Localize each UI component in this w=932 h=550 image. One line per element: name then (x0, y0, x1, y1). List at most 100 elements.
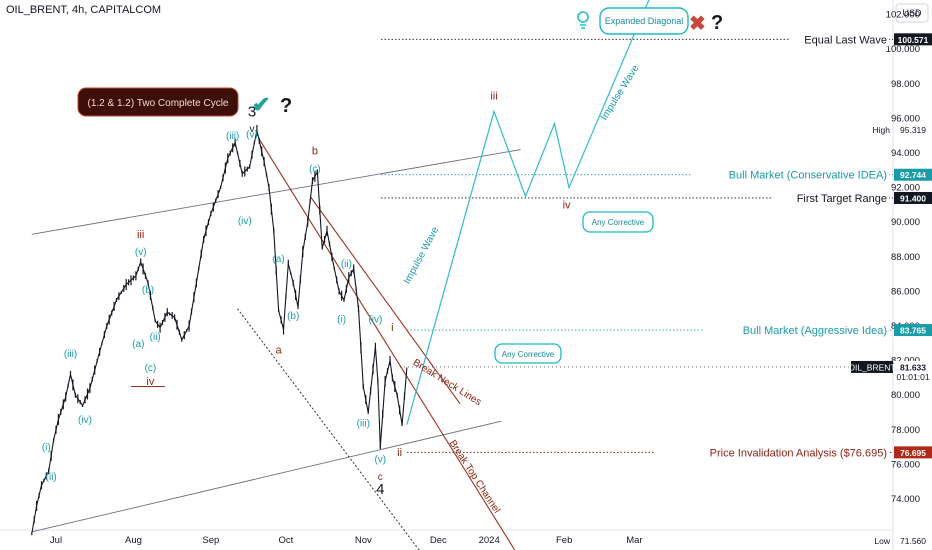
level-label: Bull Market (Conservative IDEA) (729, 170, 887, 182)
wave-label: (iv) (368, 315, 382, 326)
projection-line (406, 0, 650, 425)
break-neck-line-line (309, 195, 461, 405)
level-label-bg (704, 323, 889, 338)
symbol-title: OIL_BRENT, 4h, CAPITALCOM (6, 4, 162, 16)
y-tick-label: 90.000 (891, 217, 920, 228)
y-tick-label: 80.000 (891, 390, 920, 401)
last-price-box (894, 360, 932, 383)
level-price-tag (894, 191, 932, 204)
countdown-timer: 01:01:01 (896, 372, 929, 382)
wave-label: (a) (132, 339, 144, 350)
axis-markers: High 95.319 Low 71.560 OIL_BRENT 81.63301:01:… (400, 125, 932, 546)
wave-label: 3 (248, 104, 256, 121)
wave-label: (iii) (226, 131, 239, 142)
break-top-channel-line (258, 138, 516, 550)
wave-label: (v) (135, 247, 147, 258)
x-tick-label: Oct (279, 535, 294, 546)
y-tick-label: 76.000 (891, 459, 920, 470)
wave-label: (v) (246, 129, 258, 140)
last-price-value: 81.633 (900, 362, 926, 372)
line-text: Impulse Wave (599, 63, 642, 123)
level-label: Bull Market (Aggressive Idea) (743, 325, 887, 337)
x-tick-label: 2024 (479, 535, 500, 546)
wave-label: iii (137, 229, 144, 241)
wave-label: iv (146, 376, 154, 388)
lower-channel-line (31, 420, 502, 533)
level-price-tag-text: 91.400 (900, 193, 926, 203)
wave-label: (ii) (46, 472, 57, 483)
x-tick-label: Mar (626, 535, 642, 546)
horizontal-levels: EX Target Range106.190Equal Last Wave100… (381, 32, 932, 460)
level-price-tag-text: 100.571 (898, 35, 929, 45)
time-axis-ticks: Jul Aug Sep Oct Nov Dec 2024 Feb Mar (50, 535, 643, 546)
wave-label: (c) (309, 164, 321, 175)
level-label: First Target Range (797, 193, 887, 205)
y-tick-label: 96.000 (891, 113, 920, 124)
wave-label: (i) (337, 315, 346, 326)
price-line (31, 130, 408, 534)
x-tick-label: Jul (50, 535, 62, 546)
wave-label: (b) (142, 285, 154, 296)
level-price-tag-text: 83.765 (900, 326, 926, 336)
symbol-tag-text: OIL_BRENT (848, 362, 895, 372)
level-label-bg (789, 32, 889, 47)
wave-label: iv (563, 199, 571, 211)
y-tick-label: 98.000 (891, 79, 920, 90)
line-text: Break Top Channel (447, 438, 502, 515)
y-tick-label: 78.000 (891, 425, 920, 436)
expanded-diagonal-callout[interactable]: Expanded Diagonal (599, 7, 689, 35)
currency-label: USD (902, 8, 922, 18)
y-tick-label: 74.000 (891, 494, 920, 505)
expanded-diagonal-text: Expanded Diagonal (605, 16, 684, 26)
level-price-tag-text: 92.744 (900, 170, 926, 180)
wave-label: (b) (287, 311, 299, 322)
level-label: Equal Last Wave (804, 34, 887, 46)
y-tick-label: 94.000 (891, 148, 920, 159)
price-path (31, 125, 408, 536)
trendlines (31, 138, 521, 550)
descending-dotted-line (237, 308, 420, 550)
wave-label: ii (397, 447, 402, 459)
wave-label: (iii) (357, 418, 370, 429)
wave-label: b (312, 146, 318, 158)
level-price-tag (894, 446, 932, 459)
wave-label: c (378, 472, 383, 483)
any-corrective-top-callout[interactable]: Any Corrective (582, 211, 654, 233)
level-label: Price Invalidation Analysis ($76.695) (710, 447, 887, 459)
upper-channel-line (31, 149, 521, 235)
currency-button[interactable]: USD (895, 3, 929, 23)
y-tick-label: 100.000 (886, 44, 920, 55)
level-label-bg (771, 190, 889, 205)
wave-label: (c) (145, 363, 157, 374)
x-tick-label: Feb (556, 535, 572, 546)
wave-label: iii (490, 90, 497, 102)
wave-label: (v) (374, 455, 386, 466)
level-price-tag-text: 76.695 (900, 448, 926, 458)
wave-label: v (250, 124, 255, 135)
y-tick-label: 88.000 (891, 252, 920, 263)
wave-label: (i) (42, 443, 51, 454)
two-cycle-text: (1.2 & 1.2) Two Complete Cycle (88, 98, 229, 109)
wave-label: (ii) (150, 332, 161, 343)
any-corrective-mid-callout[interactable]: Any Corrective (494, 343, 562, 364)
two-cycle-callout[interactable]: (1.2 & 1.2) Two Complete Cycle (77, 87, 239, 117)
y-tick-label: 102.000 (886, 10, 920, 21)
y-tick-label: 86.000 (891, 286, 920, 297)
y-tick-label: 92.000 (891, 183, 920, 194)
level-label-bg (691, 167, 889, 182)
level-price-tag (894, 324, 932, 337)
check-icon: ✔ (252, 92, 270, 117)
any-corrective-top-text: Any Corrective (592, 218, 645, 227)
low-price: 71.560 (900, 536, 926, 546)
level-price-tag (894, 168, 932, 181)
any-corrective-mid-text: Any Corrective (502, 350, 555, 359)
projection-path (406, 0, 650, 425)
high-label: High (873, 125, 891, 135)
wave-label: (iv) (78, 415, 92, 426)
level-label-bg (655, 445, 889, 460)
line-text: Impulse Wave (402, 225, 441, 286)
high-price: 95.319 (900, 125, 926, 135)
x-tick-label: Dec (430, 535, 447, 546)
